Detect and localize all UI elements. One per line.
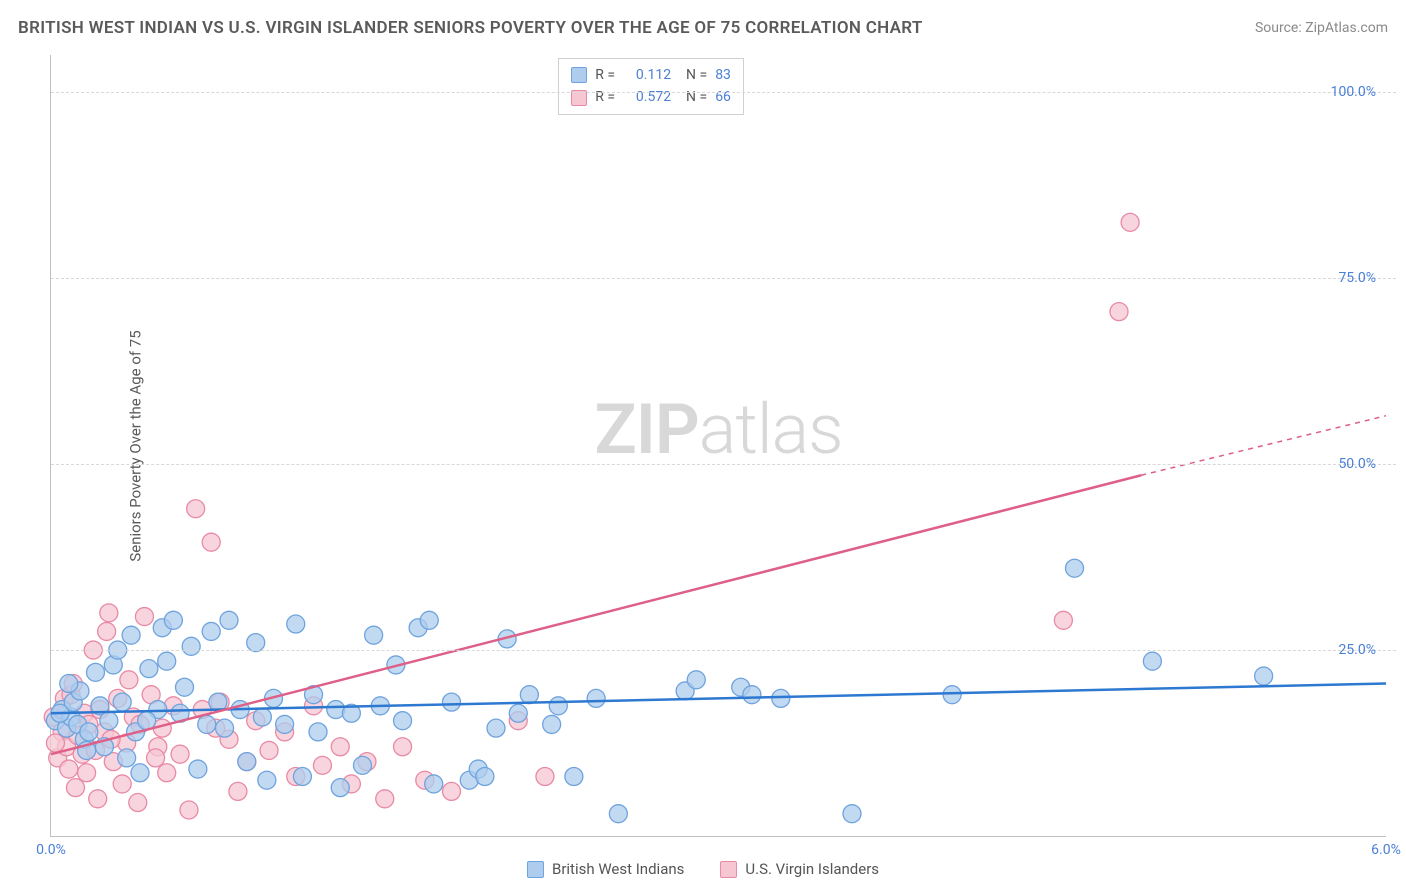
scatter-point <box>743 686 761 704</box>
scatter-point <box>565 767 583 785</box>
x-tick-label: 0.0% <box>36 842 66 858</box>
scatter-point <box>100 604 118 622</box>
scatter-point <box>536 767 554 785</box>
trend-line <box>51 684 1386 714</box>
scatter-point <box>180 801 198 819</box>
scatter-point <box>131 764 149 782</box>
scatter-point <box>331 738 349 756</box>
source-attribution: Source: ZipAtlas.com <box>1255 20 1388 36</box>
scatter-point <box>60 760 78 778</box>
scatter-point <box>187 500 205 518</box>
scatter-point <box>140 660 158 678</box>
scatter-point <box>520 686 538 704</box>
scatter-point <box>487 719 505 737</box>
scatter-point <box>202 533 220 551</box>
scatter-point <box>87 663 105 681</box>
scatter-point <box>147 749 165 767</box>
y-tick-label: 50.0% <box>1338 456 1376 472</box>
scatter-point <box>1143 652 1161 670</box>
legend-label-bwi: British West Indians <box>552 860 684 878</box>
scatter-svg <box>51 55 1386 836</box>
scatter-point <box>129 794 147 812</box>
scatter-point <box>113 693 131 711</box>
scatter-point <box>354 756 372 774</box>
scatter-point <box>135 608 153 626</box>
scatter-point <box>100 712 118 730</box>
scatter-point <box>509 704 527 722</box>
scatter-point <box>60 675 78 693</box>
scatter-point <box>258 771 276 789</box>
scatter-point <box>293 767 311 785</box>
scatter-point <box>543 715 561 733</box>
x-tick-label: 6.0% <box>1371 842 1401 858</box>
scatter-point <box>376 790 394 808</box>
scatter-point <box>89 790 107 808</box>
scatter-point <box>118 749 136 767</box>
scatter-point <box>549 697 567 715</box>
scatter-point <box>365 626 383 644</box>
plot-area: ZIPatlas R = 0.112 N = 83 R = 0.572 N = … <box>50 55 1386 837</box>
scatter-point <box>182 637 200 655</box>
scatter-point <box>276 715 294 733</box>
scatter-point <box>120 671 138 689</box>
scatter-point <box>158 652 176 670</box>
scatter-point <box>66 779 84 797</box>
scatter-point <box>287 615 305 633</box>
scatter-point <box>420 611 438 629</box>
scatter-point <box>98 622 116 640</box>
scatter-point <box>394 712 412 730</box>
legend-label-usvi: U.S. Virgin Islanders <box>745 860 879 878</box>
scatter-point <box>113 775 131 793</box>
trend-line <box>51 475 1141 754</box>
scatter-point <box>176 678 194 696</box>
scatter-point <box>476 767 494 785</box>
scatter-point <box>1255 667 1273 685</box>
scatter-point <box>229 782 247 800</box>
scatter-point <box>943 686 961 704</box>
scatter-point <box>198 715 216 733</box>
scatter-point <box>247 634 265 652</box>
scatter-point <box>220 611 238 629</box>
scatter-point <box>164 611 182 629</box>
scatter-point <box>78 764 96 782</box>
legend-swatch-bwi-bottom <box>527 861 544 878</box>
scatter-point <box>202 622 220 640</box>
scatter-point <box>1121 213 1139 231</box>
scatter-point <box>313 756 331 774</box>
y-tick-label: 75.0% <box>1338 270 1376 286</box>
scatter-point <box>46 734 64 752</box>
scatter-point <box>238 753 256 771</box>
y-tick-label: 25.0% <box>1338 642 1376 658</box>
scatter-point <box>253 708 271 726</box>
legend-swatch-usvi-bottom <box>720 861 737 878</box>
scatter-point <box>331 779 349 797</box>
scatter-point <box>1054 611 1072 629</box>
scatter-point <box>309 723 327 741</box>
y-tick-label: 100.0% <box>1331 84 1376 100</box>
scatter-point <box>843 805 861 823</box>
scatter-point <box>260 741 278 759</box>
scatter-point <box>216 719 234 737</box>
scatter-point <box>158 764 176 782</box>
scatter-point <box>425 775 443 793</box>
scatter-point <box>1066 559 1084 577</box>
scatter-point <box>587 689 605 707</box>
scatter-point <box>443 782 461 800</box>
scatter-point <box>609 805 627 823</box>
scatter-point <box>443 693 461 711</box>
legend-item-bwi: British West Indians <box>527 860 684 878</box>
scatter-point <box>1110 303 1128 321</box>
scatter-point <box>80 723 98 741</box>
legend-item-usvi: U.S. Virgin Islanders <box>720 860 879 878</box>
scatter-point <box>171 745 189 763</box>
scatter-point <box>687 671 705 689</box>
scatter-point <box>122 626 140 644</box>
chart-title: BRITISH WEST INDIAN VS U.S. VIRGIN ISLAN… <box>18 18 923 38</box>
series-legend: British West Indians U.S. Virgin Islande… <box>527 860 879 878</box>
scatter-point <box>394 738 412 756</box>
scatter-point <box>189 760 207 778</box>
